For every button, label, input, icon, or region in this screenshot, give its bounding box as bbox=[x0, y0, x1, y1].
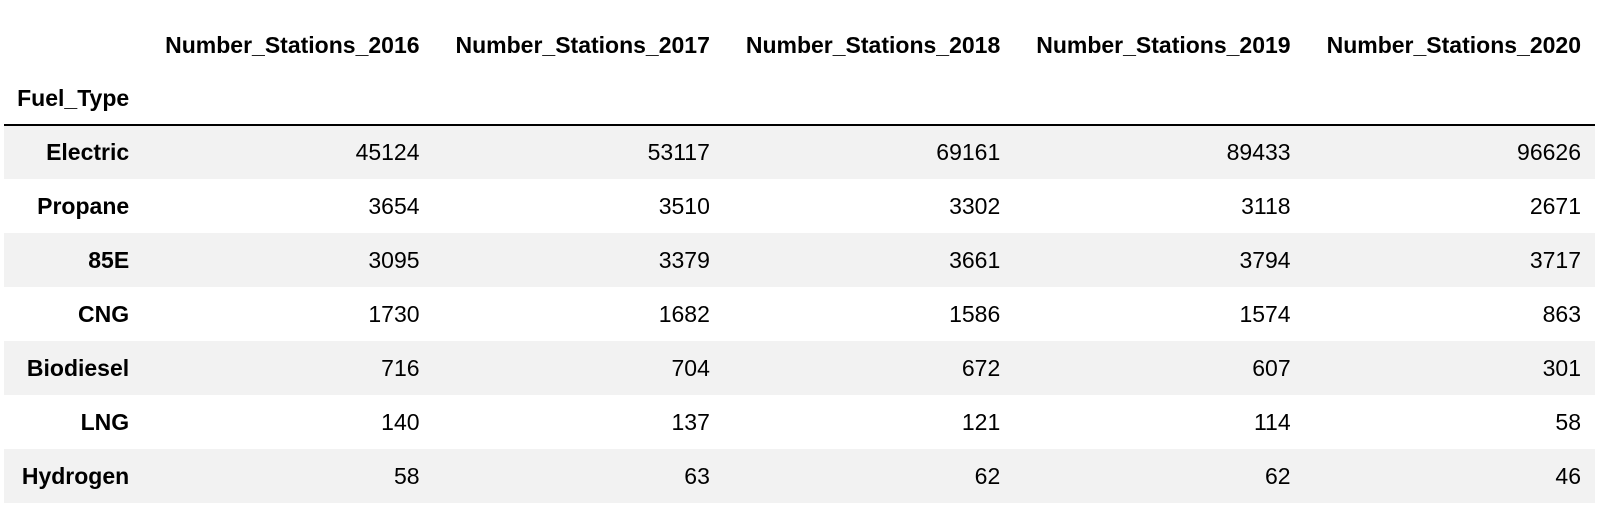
table-cell: 2671 bbox=[1529, 192, 1581, 219]
table-cell: 140 bbox=[381, 408, 420, 435]
row-label: CNG bbox=[78, 300, 130, 327]
table-header: Number_Stations_2016 Number_Stations_201… bbox=[4, 18, 1595, 126]
column-header: Number_Stations_2016 bbox=[165, 31, 420, 58]
empty-header-cell bbox=[1304, 72, 1595, 126]
table-cell: 58 bbox=[393, 462, 420, 489]
row-label: Biodiesel bbox=[26, 354, 130, 381]
table-cell: 137 bbox=[671, 408, 710, 435]
row-label: LNG bbox=[80, 408, 130, 435]
table-cell: 121 bbox=[961, 408, 1001, 435]
table-row: CNG 1730 1682 1586 1574 863 bbox=[4, 287, 1595, 341]
index-name: Fuel_Type bbox=[4, 72, 144, 126]
empty-header-cell bbox=[1014, 72, 1305, 126]
column-header: Number_Stations_2019 bbox=[1036, 31, 1291, 58]
table-cell: 3302 bbox=[949, 192, 1001, 219]
table-cell: 63 bbox=[684, 462, 710, 489]
table-cell: 3654 bbox=[368, 192, 420, 219]
table-row: LNG 140 137 121 114 58 bbox=[4, 395, 1595, 449]
empty-header-cell bbox=[723, 72, 1015, 126]
table-cell: 3095 bbox=[368, 246, 420, 273]
table-cell: 3661 bbox=[949, 246, 1001, 273]
table-cell: 301 bbox=[1542, 354, 1581, 381]
table-cell: 716 bbox=[381, 354, 420, 381]
table-cell: 62 bbox=[1265, 462, 1291, 489]
row-label: 85E bbox=[88, 246, 130, 273]
table-cell: 114 bbox=[1253, 408, 1291, 435]
table-cell: 89433 bbox=[1226, 139, 1291, 165]
table-cell: 3717 bbox=[1529, 246, 1581, 273]
row-label: Propane bbox=[37, 192, 130, 219]
table-cell: 3379 bbox=[658, 246, 710, 273]
empty-header-cell bbox=[143, 72, 434, 126]
table-cell: 46 bbox=[1555, 462, 1581, 489]
table-cell: 1682 bbox=[658, 300, 710, 327]
table-cell: 62 bbox=[974, 462, 1001, 489]
table-row: Biodiesel 716 704 672 607 301 bbox=[4, 341, 1595, 395]
table-cell: 58 bbox=[1555, 408, 1581, 435]
column-header: Number_Stations_2018 bbox=[745, 31, 1001, 58]
table-cell: 607 bbox=[1252, 354, 1291, 381]
table-row: Propane 3654 3510 3302 3118 2671 bbox=[4, 179, 1595, 233]
table-cell: 53117 bbox=[647, 139, 710, 165]
table-cell: 69161 bbox=[936, 139, 1001, 165]
table-cell: 863 bbox=[1542, 300, 1581, 327]
table-row: 85E 3095 3379 3661 3794 3717 bbox=[4, 233, 1595, 287]
table-cell: 3794 bbox=[1239, 246, 1291, 273]
row-label: Electric bbox=[46, 139, 130, 165]
table-cell: 3118 bbox=[1241, 192, 1291, 219]
table-row: Hydrogen 58 63 62 62 46 bbox=[4, 449, 1595, 503]
column-header: Number_Stations_2017 bbox=[455, 31, 710, 58]
dataframe-table: Number_Stations_2016 Number_Stations_201… bbox=[4, 18, 1595, 503]
table-row: Electric 45124 53117 69161 89433 96626 bbox=[4, 125, 1595, 179]
table-cell: 1730 bbox=[368, 300, 420, 327]
index-name-row: Fuel_Type bbox=[4, 72, 1595, 126]
column-header-row: Number_Stations_2016 Number_Stations_201… bbox=[4, 18, 1595, 72]
table-cell: 704 bbox=[671, 354, 710, 381]
row-label: Hydrogen bbox=[21, 462, 130, 489]
empty-header-cell bbox=[433, 72, 724, 126]
corner-cell bbox=[4, 18, 143, 72]
table-cell: 3510 bbox=[658, 192, 710, 219]
table-cell: 1586 bbox=[949, 300, 1001, 327]
table-cell: 1574 bbox=[1239, 300, 1291, 327]
table-cell: 672 bbox=[961, 354, 1001, 381]
table-cell: 96626 bbox=[1517, 139, 1581, 165]
table-body: Electric 45124 53117 69161 89433 96626 Propane… bbox=[4, 125, 1595, 503]
column-header: Number_Stations_2020 bbox=[1326, 31, 1581, 58]
table-cell: 45124 bbox=[355, 139, 420, 165]
